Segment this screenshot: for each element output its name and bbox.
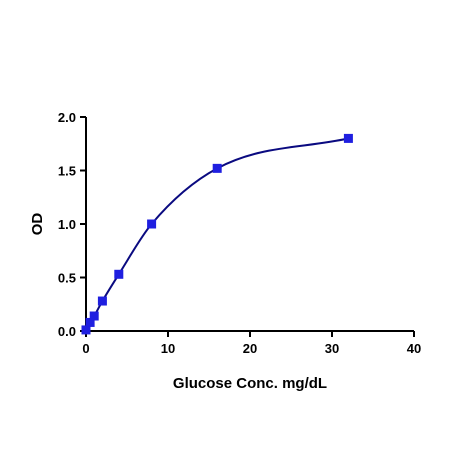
data-point	[212, 163, 222, 173]
x-tick-label: 10	[161, 341, 175, 356]
y-tick-label: 1.5	[58, 164, 76, 179]
data-point	[85, 317, 95, 327]
data-point	[114, 269, 124, 279]
x-ticks: 0 10 20 30 40	[82, 331, 421, 356]
data-point	[147, 219, 157, 229]
y-tick-label: 0.5	[58, 271, 76, 286]
data-point	[81, 325, 91, 335]
data-point	[97, 296, 107, 306]
y-ticks: 0.0 0.5 1.0 1.5 2.0	[58, 110, 86, 339]
y-tick-label: 0.0	[58, 324, 76, 339]
y-axis-title: OD	[29, 213, 46, 236]
x-tick-label: 20	[243, 341, 257, 356]
x-tick-label: 30	[325, 341, 339, 356]
y-tick-label: 1.0	[58, 217, 76, 232]
x-tick-label: 40	[407, 341, 421, 356]
data-point	[89, 311, 99, 321]
y-tick-label: 2.0	[58, 110, 76, 125]
data-point	[343, 133, 353, 143]
data-points	[81, 133, 353, 335]
axes	[85, 117, 414, 332]
x-axis-title: Glucose Conc. mg/dL	[173, 375, 327, 392]
x-tick-label: 0	[82, 341, 89, 356]
